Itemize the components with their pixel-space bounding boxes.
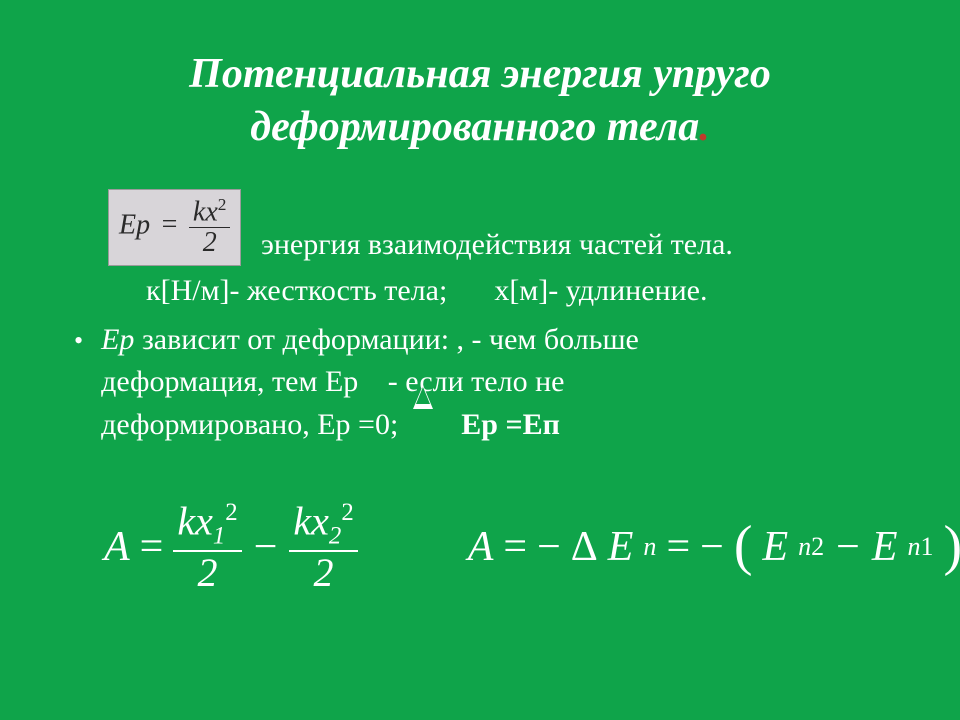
eq-right-A: A (468, 523, 494, 571)
eq-right-n: n (643, 532, 656, 562)
eq-right-n1: n (908, 532, 921, 561)
eq-right-neg2: − (700, 523, 724, 571)
bullet-line-3a: деформировано, Ер =0; (101, 408, 398, 441)
slide-title: Потенциальная энергия упруго деформирова… (56, 48, 904, 153)
formula-num-k: k (193, 196, 205, 227)
eq-right-delta: Δ (571, 523, 598, 571)
up-arrow-icon (413, 385, 433, 409)
bullet-text: Ер зависит от деформации: , - чем больше… (101, 319, 904, 447)
bullet-marker: • (74, 319, 83, 363)
eq-left-A: A (104, 523, 130, 571)
formula-num-x: x (205, 196, 217, 227)
lparen-icon: ( (734, 530, 753, 564)
eq-right-E: E (608, 523, 634, 571)
title-line-1: Потенциальная энергия упруго (189, 51, 771, 97)
eq-l-t2-k: k (293, 499, 311, 544)
stiffness-text: к[Н/м]- жесткость тела; (146, 274, 447, 307)
eq-left-eq: = (140, 523, 164, 571)
equation-right: A = −ΔEn = −(En2 − En1) (468, 500, 960, 593)
eq-l-t1-exp: 2 (225, 499, 237, 526)
eq-right-neg: − (537, 523, 561, 571)
formula-box-ep: Ep = kx2 2 (108, 189, 241, 266)
eq-left-minus: − (252, 523, 280, 571)
eq-l-t2-exp: 2 (341, 499, 353, 526)
elongation-text: х[м]- удлинение. (494, 274, 707, 307)
rparen-icon: ) (944, 530, 960, 564)
equation-left: A = kx12 2 − kx22 2 (104, 500, 358, 593)
formula-eq: = (158, 209, 182, 240)
bullet-line-3b: Ер =Еп (461, 408, 560, 441)
title-period: . (699, 104, 710, 150)
eq-l-t1-k: k (177, 499, 195, 544)
title-line-2: деформированного тела (250, 104, 699, 150)
first-row: Ep = kx2 2 энергия взаимодействия частей… (104, 189, 904, 266)
formula-den: 2 (189, 227, 231, 257)
eq-right-s1: 1 (921, 532, 934, 561)
eq-right-E2: E (762, 523, 788, 571)
eq-right-E1: E (872, 523, 898, 571)
eq-l-t2-x: x (311, 499, 329, 544)
eq-right-eq2: = (666, 523, 690, 571)
eq-right-s2: 2 (811, 532, 824, 561)
eq-right-minus: − (834, 523, 862, 571)
eq-l-t1-x: x (195, 499, 213, 544)
eq-l-t2-sub: 2 (329, 523, 341, 550)
bullet-line-2a: деформация, тем Ер (101, 365, 358, 398)
eq-l-t2-den: 2 (289, 550, 357, 594)
bullet-ep: Ер (101, 323, 134, 356)
formula-lhs: Ep (119, 209, 150, 240)
eq-left-term1: kx12 2 (173, 500, 241, 593)
bullet-line-2b: - если тело не (380, 365, 564, 398)
formula-num-exp: 2 (218, 195, 227, 214)
equations-row: A = kx12 2 − kx22 2 A = −ΔEn = −(En2 − E… (56, 500, 904, 593)
eq-left-term2: kx22 2 (289, 500, 357, 593)
bullet-rest-1: зависит от деформации: , - чем больше (134, 323, 638, 356)
after-formula-text: энергия взаимодействия частей тела. (261, 228, 733, 261)
eq-right-n2: n (798, 532, 811, 561)
formula-fraction: kx2 2 (189, 196, 231, 257)
eq-l-t1-den: 2 (173, 550, 241, 594)
body-line-2: к[Н/м]- жесткость тела; х[м]- удлинение. (146, 270, 904, 313)
body-block: Ep = kx2 2 энергия взаимодействия частей… (56, 189, 904, 446)
bullet-item: • Ер зависит от деформации: , - чем боль… (56, 319, 904, 447)
eq-l-t1-sub: 1 (213, 523, 225, 550)
eq-right-eq1: = (503, 523, 527, 571)
